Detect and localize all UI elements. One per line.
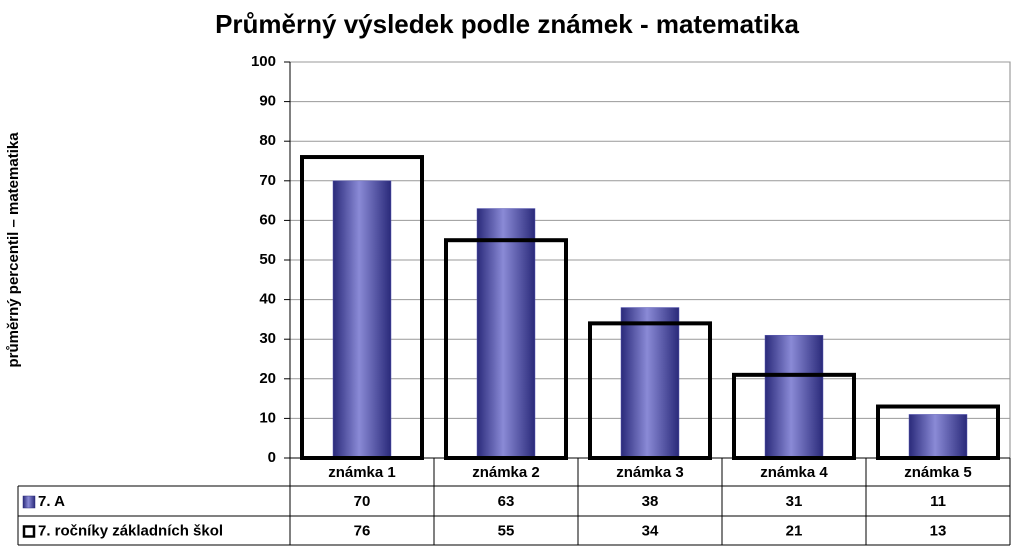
- y-axis-label: průměrný percentil – matematika: [5, 132, 22, 368]
- legend-label: 7. A: [38, 493, 65, 510]
- table-value: 38: [642, 493, 659, 510]
- bar: [332, 180, 392, 459]
- y-tick-label: 30: [259, 330, 276, 347]
- bar: [908, 414, 968, 459]
- chart-title: Průměrný výsledek podle známek - matemat…: [215, 9, 799, 39]
- y-tick-label: 10: [259, 409, 276, 426]
- legend-key: [22, 495, 36, 509]
- legend-key: [22, 525, 36, 538]
- bar: [764, 334, 824, 459]
- y-tick-label: 70: [259, 172, 276, 189]
- x-tick-label: známka 5: [904, 464, 972, 481]
- bar: [476, 208, 536, 459]
- y-tick-label: 20: [259, 370, 276, 387]
- table-value: 55: [498, 522, 515, 539]
- x-tick-label: známka 1: [328, 464, 396, 481]
- y-tick-label: 50: [259, 251, 276, 268]
- y-tick-label: 0: [268, 449, 276, 466]
- legend-label: 7. ročníky základních škol: [38, 522, 223, 539]
- table-value: 34: [642, 522, 659, 539]
- y-tick-label: 80: [259, 132, 276, 149]
- y-tick-label: 100: [251, 53, 276, 70]
- table-value: 13: [930, 522, 947, 539]
- y-tick-label: 40: [259, 291, 276, 308]
- table-value: 31: [786, 493, 803, 510]
- x-tick-label: známka 3: [616, 464, 684, 481]
- table-value: 21: [786, 522, 803, 539]
- table-value: 63: [498, 493, 515, 510]
- table-value: 76: [354, 522, 371, 539]
- table-value: 70: [354, 493, 371, 510]
- x-tick-label: známka 2: [472, 464, 540, 481]
- y-tick-label: 60: [259, 211, 276, 228]
- table-value: 11: [930, 493, 946, 510]
- bar: [620, 307, 680, 459]
- y-tick-label: 90: [259, 93, 276, 110]
- x-tick-label: známka 4: [760, 464, 828, 481]
